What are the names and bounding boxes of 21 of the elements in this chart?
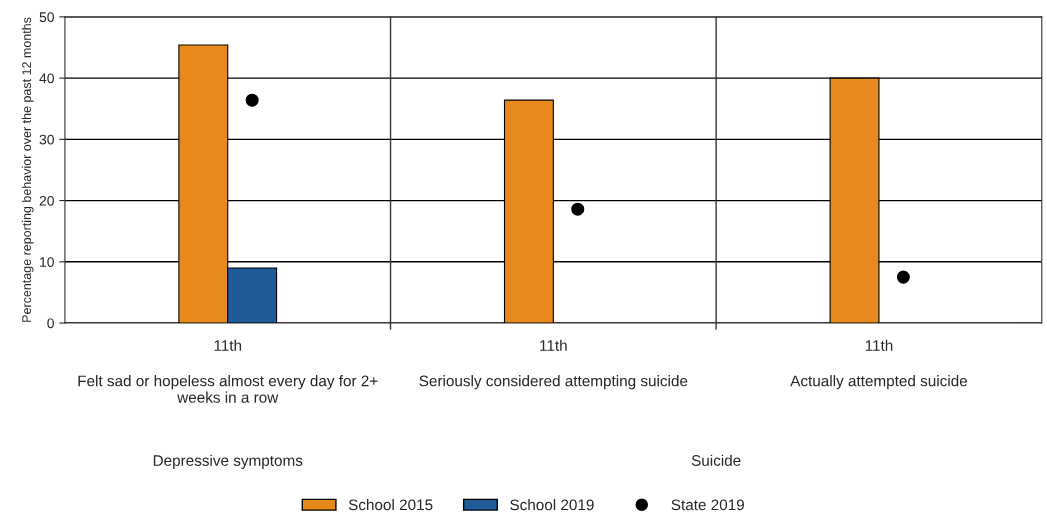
y-tick-label: 50 [39,12,54,23]
point [571,202,585,216]
text: Actually attempted suicide [790,375,968,390]
legend-label: State 2019 [671,499,744,511]
x-tick-label: 11th [214,339,242,351]
legend-label: School 2015 [348,499,433,511]
y-tick-label: 40 [39,73,54,84]
point [896,270,910,284]
point [245,93,259,107]
text: Suicide [691,454,741,466]
y-axis-title: Percentage reporting behavior over the past 12 months [21,17,34,322]
text: Felt sad or hopeless almost every day for 2+ weeks in a row [78,375,378,403]
text: Seriously considered attempting suicide [419,375,688,390]
y-tick-label: 30 [39,134,54,145]
legend-label: School 2019 [510,499,594,511]
x-tick-label: 11th [540,339,567,351]
text: Depressive symptoms [153,454,303,469]
y-tick-label: 0 [47,318,54,329]
x-tick-label: 11th [865,339,893,351]
y-tick-label: 20 [39,195,54,206]
y-tick-label: 10 [40,257,54,267]
